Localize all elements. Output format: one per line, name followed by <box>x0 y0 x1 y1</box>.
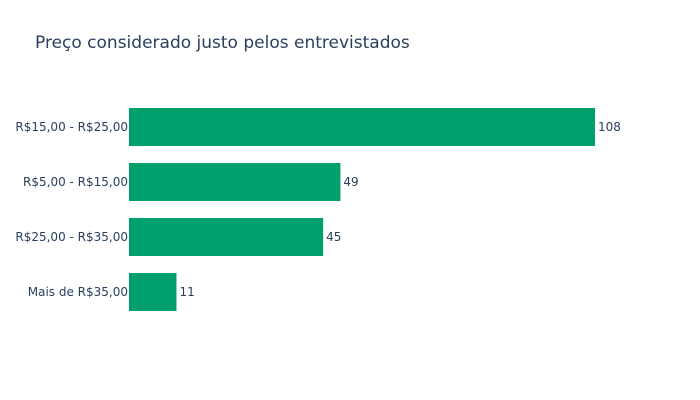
category-tick-label: R$5,00 - R$15,00 <box>23 175 128 189</box>
bar[interactable] <box>129 163 340 201</box>
bar-value-label: 49 <box>343 175 358 189</box>
category-tick-label: R$15,00 - R$25,00 <box>15 120 128 134</box>
bar[interactable] <box>129 108 595 146</box>
category-tick-label: R$25,00 - R$35,00 <box>15 230 128 244</box>
category-tick-labels: R$15,00 - R$25,00 R$5,00 - R$15,00 R$25,00… <box>15 120 128 299</box>
bar[interactable] <box>129 218 323 256</box>
data-labels: 108 49 45 11 <box>179 120 620 299</box>
bar[interactable] <box>129 273 176 311</box>
bar-value-label: 108 <box>598 120 621 134</box>
bar-value-label: 45 <box>326 230 341 244</box>
bars-group <box>129 108 595 311</box>
bar-value-label: 11 <box>179 285 194 299</box>
category-tick-label: Mais de R$35,00 <box>28 285 128 299</box>
